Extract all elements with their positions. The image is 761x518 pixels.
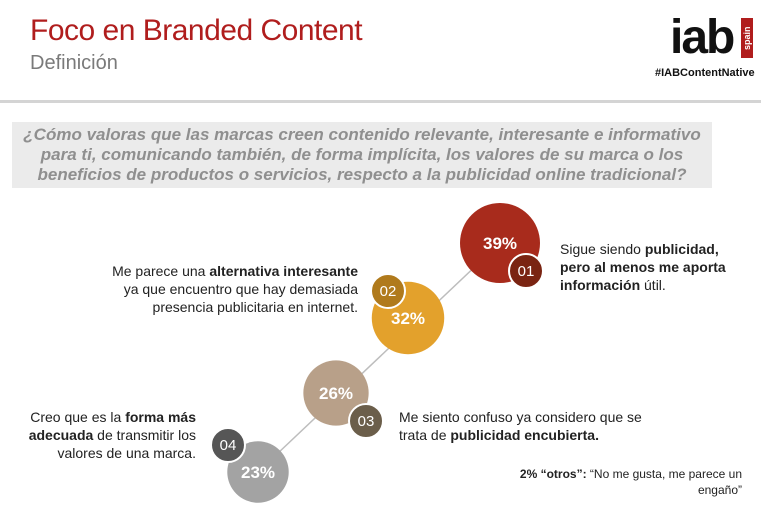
badge-label-02: 02 bbox=[380, 283, 397, 300]
header-divider bbox=[0, 100, 761, 103]
hashtag: #IABContentNative bbox=[655, 67, 755, 79]
option-02-pre: Me parece una bbox=[112, 263, 210, 279]
option-04-post: de transmitir los valores de una marca. bbox=[57, 427, 196, 461]
bubble-value-01: 39% bbox=[483, 234, 517, 253]
badge-03 bbox=[348, 403, 384, 439]
badge-02 bbox=[370, 273, 406, 309]
badge-04 bbox=[210, 427, 246, 463]
option-03-pre: Me siento confuso ya considero que se tr… bbox=[399, 409, 642, 443]
question-box: ¿Cómo valoras que las marcas creen conte… bbox=[12, 122, 712, 188]
badge-01 bbox=[508, 253, 544, 289]
option-02-text: Me parece una alternativa interesante ya… bbox=[108, 262, 358, 316]
option-02-post: ya que encuentro que hay demasiada prese… bbox=[123, 281, 358, 315]
others-label: 2% “otros”: bbox=[519, 467, 587, 481]
bubble-value-04: 23% bbox=[241, 463, 275, 482]
bubble-value-03: 26% bbox=[319, 384, 353, 403]
option-04-bold: forma más adecuada bbox=[28, 409, 196, 443]
badge-label-01: 01 bbox=[518, 263, 535, 280]
option-04-text: Creo que es la forma más adecuada de tra… bbox=[14, 408, 196, 462]
option-01-post: útil. bbox=[640, 277, 666, 293]
bubble-value-02: 32% bbox=[391, 309, 425, 328]
badge-label-03: 03 bbox=[358, 413, 375, 430]
chart-marks: 39% 32% 26% 23% 01 02 03 04 bbox=[210, 203, 544, 503]
page-subtitle: Definición bbox=[30, 52, 118, 74]
others-text: “No me gusta, me parece un engaño” bbox=[586, 467, 742, 497]
option-02-bold: alternativa interesante bbox=[209, 263, 358, 279]
option-01-text: Sigue siendo publicidad, pero al menos m… bbox=[560, 240, 740, 294]
page-title: Foco en Branded Content bbox=[30, 14, 363, 47]
iab-logo: iab spain bbox=[670, 14, 760, 84]
option-04-pre: Creo que es la bbox=[30, 409, 126, 425]
connector-line bbox=[257, 242, 501, 473]
option-03-bold: publicidad encubierta. bbox=[450, 427, 599, 443]
option-01-pre: Sigue siendo bbox=[560, 241, 645, 257]
option-03-text: Me siento confuso ya considero que se tr… bbox=[399, 408, 649, 444]
bubble-04 bbox=[227, 441, 289, 503]
others-note: 2% “otros”: “No me gusta, me parece un e… bbox=[480, 466, 742, 498]
question-text: ¿Cómo valoras que las marcas creen conte… bbox=[23, 125, 701, 184]
logo-text: iab bbox=[670, 11, 735, 64]
badge-label-04: 04 bbox=[220, 437, 237, 454]
option-01-bold: publicidad, pero al menos me aporta info… bbox=[560, 241, 726, 293]
